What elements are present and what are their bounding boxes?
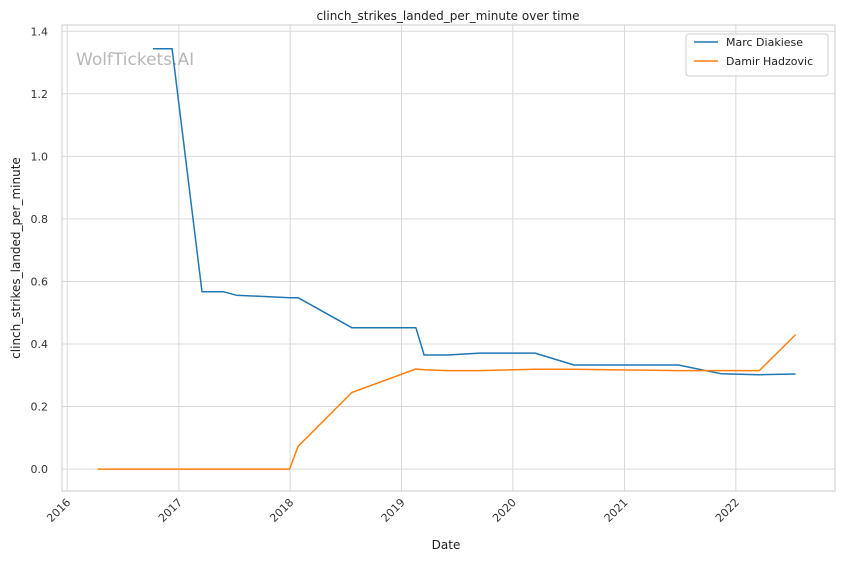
data-point — [719, 369, 723, 373]
series-line — [152, 48, 796, 376]
y-tick-label: 0.6 — [31, 275, 49, 288]
data-point — [296, 296, 300, 300]
y-tick-label: 1.2 — [31, 88, 49, 101]
legend: Marc Diakiese Damir Hadzovic — [685, 33, 829, 77]
data-point — [446, 369, 450, 373]
data-point — [151, 47, 155, 51]
grid — [62, 25, 835, 491]
y-tick-labels: 0.0 0.2 0.4 0.6 0.8 1.0 1.2 1.4 — [31, 25, 49, 476]
data-point — [170, 47, 174, 51]
chart-title: clinch_strikes_landed_per_minute over ti… — [316, 9, 579, 23]
data-point — [422, 368, 426, 372]
data-point — [676, 363, 680, 367]
data-point — [478, 351, 482, 355]
data-point — [96, 467, 100, 471]
data-point — [676, 369, 680, 373]
data-point — [414, 367, 418, 371]
y-axis-label: clinch_strikes_landed_per_minute — [9, 157, 23, 359]
y-tick-label: 0.8 — [31, 213, 49, 226]
y-tick-label: 0.0 — [31, 463, 49, 476]
data-point — [478, 369, 482, 373]
data-point — [572, 363, 576, 367]
series-group — [96, 47, 798, 471]
data-point — [200, 290, 204, 294]
watermark: WolfTickets.AI — [76, 50, 194, 70]
y-tick-label: 0.4 — [31, 338, 49, 351]
data-point — [794, 333, 798, 337]
y-tick-label: 1.4 — [31, 25, 49, 38]
series-line — [97, 334, 797, 470]
data-point — [414, 326, 418, 330]
data-point — [757, 373, 761, 377]
data-point — [572, 367, 576, 371]
data-point — [288, 296, 292, 300]
data-point — [794, 372, 798, 376]
y-tick-label: 0.2 — [31, 401, 49, 414]
data-point — [296, 444, 300, 448]
data-point — [533, 351, 537, 355]
legend-label: Damir Hadzovic — [726, 55, 813, 68]
plot-area-border — [61, 24, 836, 492]
x-axis-label: Date — [432, 538, 461, 552]
y-tick-label: 1.0 — [31, 150, 49, 163]
data-point — [350, 326, 354, 330]
data-point — [222, 290, 226, 294]
data-point — [757, 369, 761, 373]
data-point — [422, 353, 426, 357]
data-point — [288, 467, 292, 471]
data-point — [350, 390, 354, 394]
data-point — [533, 367, 537, 371]
legend-box — [685, 33, 829, 77]
legend-label: Marc Diakiese — [726, 36, 803, 49]
data-point — [446, 353, 450, 357]
data-point — [234, 293, 238, 297]
